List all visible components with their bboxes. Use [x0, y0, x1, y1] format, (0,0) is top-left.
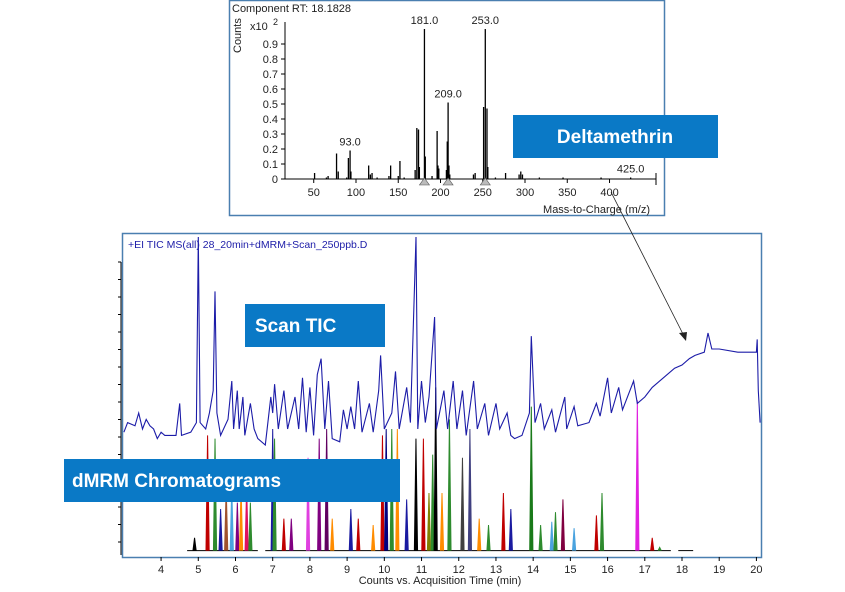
- dmrm-peak: [599, 492, 605, 551]
- spectrum-x-tick-label: 200: [431, 187, 449, 199]
- dmrm-peak: [594, 515, 599, 551]
- spectrum-peak-label: 209.0: [434, 89, 462, 101]
- chromatogram-x-tick-label: 5: [195, 564, 201, 576]
- chromatogram-xlabel: Counts vs. Acquisition Time (min): [359, 575, 522, 587]
- spectrum-yscale: x10: [250, 21, 268, 33]
- spectrum-peak-label: 93.0: [339, 137, 360, 149]
- dmrm-peak: [248, 502, 253, 551]
- chromatogram-title: +EI TIC MS(all) 28_20min+dMRM+Scan_250pp…: [128, 239, 368, 251]
- triangle-marker-icon: [418, 177, 431, 186]
- dmrm-peak: [538, 524, 543, 551]
- dmrm-peak: [356, 518, 361, 551]
- chromatogram-x-tick-label: 16: [601, 564, 613, 576]
- dmrm-peak: [348, 508, 353, 551]
- spectrum-x-tick-label: 400: [600, 187, 618, 199]
- spectrum-x-tick-label: 50: [308, 187, 320, 199]
- dmrm-peak: [305, 457, 311, 551]
- dmrm-peak: [330, 518, 335, 551]
- dmrm-peak: [371, 524, 376, 551]
- spectrum-x-tick-label: 300: [516, 187, 534, 199]
- triangle-marker-icon: [479, 177, 491, 186]
- spectrum-plot: 50 100 150 200 250 300 350 400 0 0.1 0.2 0.3 0.4 0.5 0…: [263, 15, 657, 199]
- dmrm-peak: [549, 521, 554, 551]
- spectrum-x-tick-label: 150: [389, 187, 407, 199]
- chromatogram-x-tick-label: 8: [307, 564, 313, 576]
- chromatogram-x-tick-label: 15: [564, 564, 576, 576]
- triangle-marker-icon: [442, 177, 454, 186]
- dmrm-peak: [571, 528, 577, 551]
- spectrum-x-tick-label: 100: [347, 187, 365, 199]
- chromatogram-panel-frame: [121, 232, 763, 559]
- dmrm-peak: [430, 454, 435, 551]
- chromatogram-x-tick-label: 12: [453, 564, 465, 576]
- chromatogram-x-tick-label: 9: [344, 564, 350, 576]
- chromatogram-x-tick-label: 6: [232, 564, 238, 576]
- dmrm-peak: [289, 518, 294, 551]
- dmrm-peak: [439, 492, 445, 551]
- spectrum-x-tick-label: 250: [474, 187, 492, 199]
- arrowhead-icon: [679, 332, 687, 341]
- spectrum-peak-label: 181.0: [411, 15, 439, 27]
- chromatogram-x-tick-label: 14: [527, 564, 539, 576]
- dmrm-peak: [635, 400, 640, 551]
- spectrum-y-tick-label: 0.1: [263, 159, 278, 171]
- chromatogram-x-tick-label: 19: [713, 564, 725, 576]
- chromatogram-x-tick-label: 17: [639, 564, 651, 576]
- spectrum-peak-label: 425.0: [617, 164, 645, 176]
- chromatogram-x-tick-label: 20: [750, 564, 762, 576]
- spectrum-y-tick-label: 0.5: [263, 99, 278, 111]
- callout-dmrm: dMRM Chromatograms: [72, 471, 281, 492]
- chromatogram-x-tick-label: 18: [676, 564, 688, 576]
- spectrum-y-tick-label: 0.4: [263, 114, 278, 126]
- dmrm-peak: [413, 438, 419, 551]
- dmrm-peak: [404, 499, 409, 551]
- dmrm-peak: [421, 438, 426, 551]
- spectrum-y-tick-label: 0: [272, 174, 278, 186]
- callout-arrow: [610, 191, 685, 337]
- dmrm-peak: [467, 428, 473, 551]
- callout-box-dmrm: [64, 459, 400, 502]
- chromatogram-x-tick-label: 4: [158, 564, 164, 576]
- callout-deltamethrin: Deltamethrin: [557, 127, 673, 148]
- chromatogram-x-tick-label: 7: [270, 564, 276, 576]
- spectrum-yscale-exp: 2: [273, 17, 278, 27]
- dmrm-peak: [426, 492, 432, 551]
- dmrm-peak: [486, 524, 491, 551]
- spectrum-x-tick-label: 350: [558, 187, 576, 199]
- dmrm-peak: [508, 508, 513, 551]
- callout-box-deltamethrin: [513, 115, 718, 158]
- spectrum-y-tick-label: 0.6: [263, 84, 278, 96]
- spectrum-y-tick-label: 0.9: [263, 39, 278, 51]
- chromatogram-x-tick-label: 10: [378, 564, 390, 576]
- chromatogram-x-tick-label: 13: [490, 564, 502, 576]
- spectrum-ylabel: Counts: [232, 18, 244, 53]
- dmrm-peak: [477, 518, 482, 551]
- dmrm-peak: [447, 419, 452, 551]
- dmrm-peak: [529, 406, 534, 551]
- dmrm-peak: [460, 457, 465, 551]
- dmrm-peak: [560, 499, 566, 551]
- spectrum-y-tick-label: 0.8: [263, 54, 278, 66]
- spectrum-y-tick-label: 0.2: [263, 144, 278, 156]
- spectrum-y-tick-label: 0.7: [263, 69, 278, 81]
- spectrum-y-tick-label: 0.3: [263, 129, 278, 141]
- dmrm-peak: [218, 508, 223, 551]
- spectrum-xlabel: Mass-to-Charge (m/z): [543, 204, 650, 216]
- dmrm-peak: [553, 512, 558, 551]
- callout-scan-tic: Scan TIC: [255, 316, 337, 337]
- dmrm-peak: [235, 502, 240, 551]
- dmrm-peak: [281, 518, 286, 551]
- callout-box-scan-tic: [245, 304, 385, 347]
- dmrm-peak: [192, 537, 197, 551]
- tic-trace: [123, 236, 761, 447]
- spectrum-peak-label: 253.0: [472, 15, 500, 27]
- spectrum-title: Component RT: 18.1828: [232, 3, 351, 15]
- dmrm-peak: [657, 546, 662, 551]
- chromatogram-plot: 4 5 6 7 8 9 10 11 12 13 14 15 16 17 18 19 20: [118, 236, 763, 576]
- chromatogram-x-tick-label: 11: [416, 564, 427, 576]
- dmrm-peak: [650, 537, 655, 551]
- dmrm-peak: [501, 492, 506, 551]
